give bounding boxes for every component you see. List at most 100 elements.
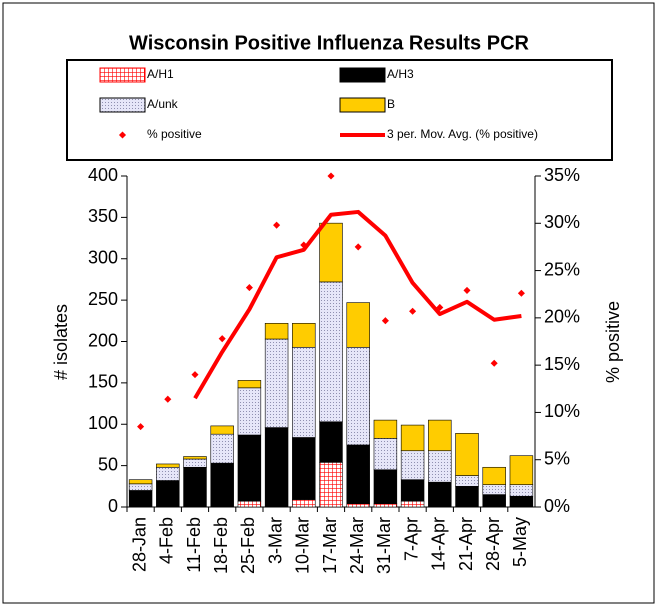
y2-tick-label: 25% [544, 259, 580, 279]
legend-swatch [99, 67, 146, 83]
legend-label: A/H3 [387, 67, 414, 81]
y-tick-label: 400 [88, 165, 118, 185]
bar-segment [455, 486, 479, 508]
legend-label: B [387, 97, 395, 111]
bar-segment [292, 322, 316, 348]
y2-tick-label: 35% [544, 165, 580, 185]
y-tick-label: 100 [88, 413, 118, 433]
y-tick-label: 0 [108, 496, 118, 516]
legend-label: A/H1 [147, 67, 174, 81]
bar-segment [264, 338, 289, 428]
bar-segment [183, 466, 207, 508]
bar-segment [400, 479, 425, 502]
point [490, 359, 498, 367]
legend-swatch [339, 67, 386, 83]
bar-segment [319, 281, 343, 423]
bar-segment [455, 433, 479, 476]
point [218, 335, 226, 343]
legend-label: A/unk [147, 97, 179, 111]
x-tick-label: 3-Mar [265, 517, 285, 564]
point [245, 284, 253, 292]
y2-tick-label: 5% [544, 448, 570, 468]
bar-segment [428, 450, 452, 483]
bar-segment [346, 503, 370, 508]
bar-segment [509, 484, 534, 497]
point [164, 395, 172, 403]
bar-segment [455, 475, 479, 487]
bar-segment [237, 500, 262, 508]
bar-segment [428, 419, 452, 452]
legend-label: % positive [147, 127, 202, 141]
bar-segment [292, 346, 316, 438]
bar-segment [400, 424, 425, 452]
bar-segment [156, 463, 180, 468]
chart-title: Wisconsin Positive Influenza Results PCR [129, 32, 529, 54]
bar-segment [210, 462, 234, 508]
point [137, 423, 145, 431]
bar-segment [210, 425, 234, 435]
legend-swatch [99, 97, 146, 113]
x-tick-label: 17-Mar [320, 517, 340, 574]
bar-segment [237, 434, 262, 502]
bar-segment [482, 494, 506, 508]
bar-segment [400, 500, 425, 508]
bar-segment [128, 483, 153, 491]
y2-tick-label: 10% [544, 401, 580, 421]
bar-segment [183, 458, 207, 468]
bar-segment [319, 462, 343, 508]
bar-segment [319, 222, 343, 283]
x-tick-label: 18-Feb [211, 517, 231, 574]
point [273, 221, 281, 229]
point [381, 317, 389, 325]
point [191, 371, 199, 379]
bar-segment [128, 490, 153, 508]
point [463, 286, 471, 294]
bar-segment [183, 456, 207, 460]
point [354, 243, 362, 251]
y2-tick-label: 15% [544, 354, 580, 374]
bar-segment [346, 346, 370, 446]
bar-segment [400, 450, 425, 480]
y-tick-label: 50 [98, 454, 118, 474]
x-tick-label: 24-Mar [347, 517, 367, 574]
point [409, 307, 417, 315]
bar-segment [346, 444, 370, 504]
x-tick-label: 28-Jan [129, 517, 149, 572]
bar-segment [373, 469, 398, 504]
bar-segment [156, 480, 180, 508]
x-tick-label: 14-Apr [429, 517, 449, 571]
bar-segment [210, 433, 234, 464]
point [517, 289, 525, 297]
x-tick-label: 10-Mar [293, 517, 313, 574]
legend-swatch [118, 131, 127, 139]
y-tick-label: 200 [88, 330, 118, 350]
y-axis-title: # isolates [51, 304, 71, 380]
x-tick-label: 21-Apr [456, 517, 476, 571]
bar-segment [156, 466, 180, 481]
x-tick-label: 25-Feb [238, 517, 258, 574]
y-tick-label: 250 [88, 289, 118, 309]
x-tick-label: 5-May [510, 517, 530, 567]
bar-segment [509, 455, 534, 485]
y2-tick-label: 0% [544, 496, 570, 516]
legend-swatch [339, 97, 386, 113]
bar-segment [482, 466, 506, 485]
x-tick-label: 4-Feb [157, 517, 177, 564]
bar-segment [509, 495, 534, 508]
line [193, 209, 522, 400]
bar-segment [237, 380, 262, 389]
bar-segment [319, 421, 343, 463]
bar-segment [264, 322, 289, 340]
bar-segment [482, 484, 506, 495]
bar-segment [292, 437, 316, 500]
y-tick-label: 150 [88, 372, 118, 392]
y2-axis-title: % positive [603, 301, 623, 383]
legend-label: 3 per. Mov. Avg. (% positive) [387, 127, 538, 141]
x-tick-label: 28-Apr [483, 517, 503, 571]
y2-tick-label: 20% [544, 307, 580, 327]
bar-segment [373, 438, 398, 471]
bar-segment [428, 481, 452, 508]
bar-segment [237, 387, 262, 436]
x-tick-label: 31-Mar [374, 517, 394, 574]
